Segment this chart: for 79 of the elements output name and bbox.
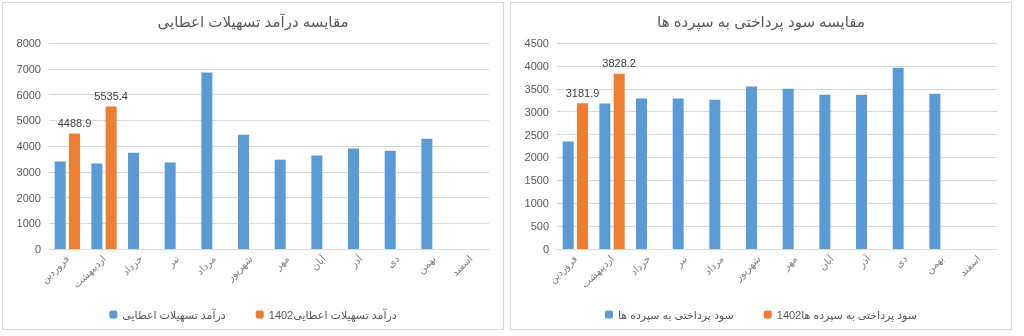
bar xyxy=(91,163,103,249)
y-tick-label: 2000 xyxy=(524,151,549,164)
bar xyxy=(819,94,831,249)
x-tick-label: مهر xyxy=(271,253,292,274)
x-tick-label: تیر xyxy=(164,252,182,270)
x-tick-label: دی xyxy=(892,253,910,270)
bar xyxy=(576,103,588,249)
x-tick-label: مرداد xyxy=(194,253,218,277)
chart-title: مقایسه سود پرداختی به سپرده ها xyxy=(657,13,865,32)
x-tick-label: شهریور xyxy=(223,253,256,285)
bar xyxy=(782,88,794,249)
bar xyxy=(128,152,140,249)
x-tick-label: شهریور xyxy=(731,253,764,285)
x-tick-label: بهمن xyxy=(923,253,947,277)
bar xyxy=(68,133,80,249)
x-tick-label: آبان xyxy=(816,251,837,273)
bar xyxy=(421,138,433,249)
y-tick-label: 0 xyxy=(542,243,549,255)
x-tick-label: خرداد xyxy=(120,253,145,278)
y-tick-label: 5000 xyxy=(16,114,41,127)
y-tick-label: 7000 xyxy=(16,62,41,75)
bar xyxy=(709,99,721,249)
x-tick-label: اردیبهشت xyxy=(71,253,109,291)
x-tick-label: اسفند xyxy=(449,253,475,279)
x-tick-label: خرداد xyxy=(628,253,653,278)
chart-title: مقایسه درآمد تسهیلات اعطایی xyxy=(157,13,349,31)
bar xyxy=(274,159,286,249)
y-tick-label: 6000 xyxy=(16,88,41,101)
x-tick-label: فروردین xyxy=(38,252,73,287)
y-tick-label: 3500 xyxy=(524,82,549,95)
bar xyxy=(348,148,360,249)
y-tick-label: 2500 xyxy=(524,128,549,141)
y-tick-label: 1000 xyxy=(16,217,41,230)
bar xyxy=(311,155,323,249)
bar xyxy=(929,93,941,249)
y-tick-label: 4500 xyxy=(524,37,549,49)
data-label: 3828.2 xyxy=(602,57,636,70)
bar xyxy=(599,103,611,249)
bar xyxy=(164,162,176,249)
bar xyxy=(238,134,250,249)
x-tick-label: آذر xyxy=(854,251,874,271)
y-tick-label: 4000 xyxy=(16,140,41,152)
x-tick-label: فروردین xyxy=(546,252,581,287)
y-tick-label: 8000 xyxy=(16,37,41,49)
bar xyxy=(636,98,648,249)
y-tick-label: 3000 xyxy=(16,165,41,178)
y-tick-label: 1000 xyxy=(524,197,549,210)
y-tick-label: 3000 xyxy=(524,105,549,118)
data-label: 5535.4 xyxy=(94,89,128,102)
legend-label: سود پرداختی به سپرده ها1402 xyxy=(776,308,918,322)
x-tick-label: آذر xyxy=(346,251,366,271)
data-label: 3181.9 xyxy=(565,86,600,99)
bar xyxy=(613,73,625,249)
data-label: 4488.9 xyxy=(57,116,92,129)
bar xyxy=(562,141,574,249)
y-tick-label: 0 xyxy=(34,243,41,255)
bar xyxy=(672,98,684,249)
bar xyxy=(384,150,396,249)
legend-label: درآمد تسهیلات اعطایی xyxy=(122,307,226,322)
bar xyxy=(105,106,117,249)
y-tick-label: 500 xyxy=(530,220,549,233)
x-tick-label: اردیبهشت xyxy=(579,253,617,291)
y-tick-label: 1500 xyxy=(524,174,549,187)
y-tick-label: 4000 xyxy=(524,59,549,72)
x-tick-label: آبان xyxy=(308,251,329,273)
x-tick-label: تیر xyxy=(672,252,690,270)
x-tick-label: مهر xyxy=(779,253,800,274)
bar xyxy=(856,94,868,249)
x-tick-label: مرداد xyxy=(702,253,726,277)
bar xyxy=(201,72,213,249)
legend-label: درآمد تسهیلات اعطایی1402 xyxy=(268,307,397,322)
bar xyxy=(746,86,758,249)
bar xyxy=(892,67,904,249)
x-tick-label: اسفند xyxy=(957,253,983,279)
x-tick-label: دی xyxy=(384,253,402,270)
y-tick-label: 2000 xyxy=(16,191,41,204)
legend-label: سود پرداختی به سپرده ها xyxy=(617,308,734,322)
x-tick-label: بهمن xyxy=(415,253,439,277)
bar xyxy=(54,161,66,249)
